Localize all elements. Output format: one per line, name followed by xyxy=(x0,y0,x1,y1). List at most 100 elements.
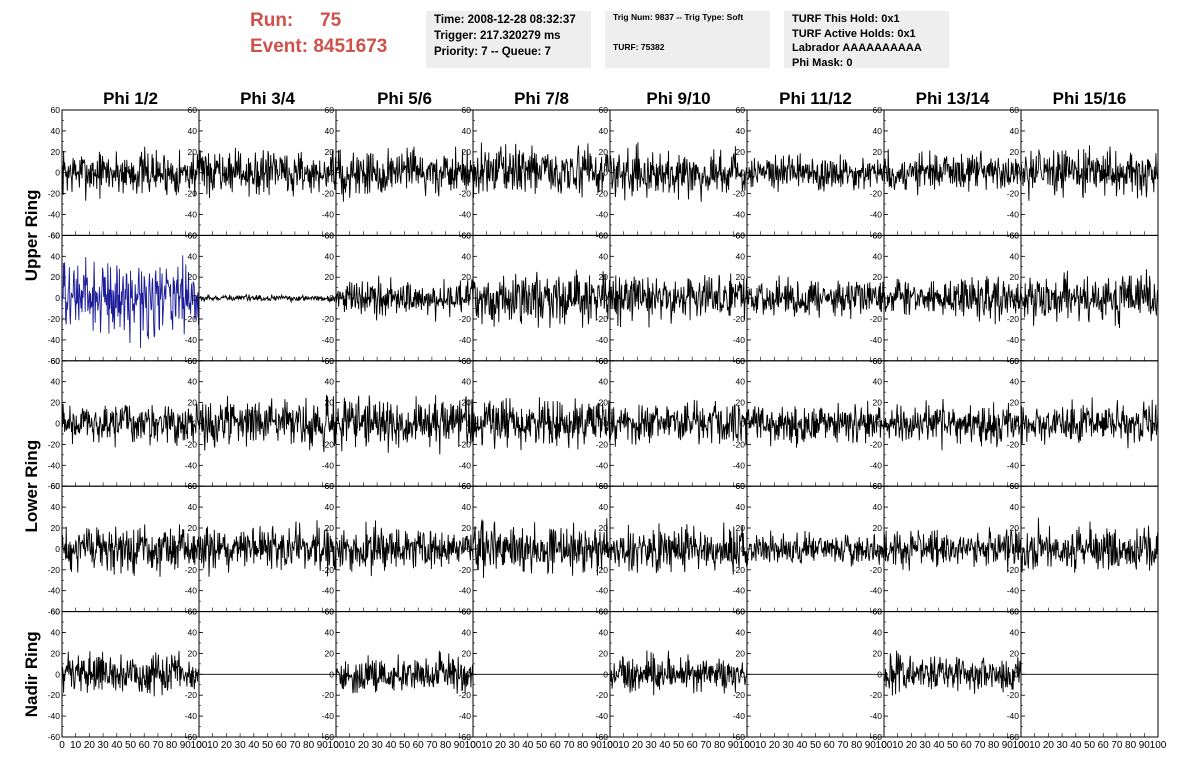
y-tick-label: 0 xyxy=(877,168,882,178)
y-tick-label: 20 xyxy=(51,147,61,157)
y-tick-label: -40 xyxy=(870,335,883,345)
y-tick-label: 20 xyxy=(736,147,746,157)
y-tick-label: 60 xyxy=(325,481,335,491)
y-tick-label: -20 xyxy=(870,314,883,324)
y-tick-label: 60 xyxy=(736,105,746,115)
y-tick-label: 60 xyxy=(873,230,883,240)
y-tick-label: -40 xyxy=(48,460,61,470)
y-tick-label: -20 xyxy=(733,439,746,449)
x-tick-label: 20 xyxy=(221,740,233,751)
x-tick-label: 20 xyxy=(84,740,96,751)
y-tick-label: 40 xyxy=(51,628,61,638)
x-tick-label: 80 xyxy=(303,740,315,751)
time-text: Time: 2008-12-28 08:32:37 xyxy=(434,14,576,26)
y-tick-label: -40 xyxy=(733,460,746,470)
y-tick-label: 40 xyxy=(462,502,472,512)
x-tick-label: 30 xyxy=(235,740,247,751)
y-tick-label: 20 xyxy=(1010,147,1020,157)
y-tick-label: 0 xyxy=(192,669,197,679)
y-tick-label: 60 xyxy=(599,356,609,366)
y-tick-label: 0 xyxy=(740,669,745,679)
y-tick-label: 40 xyxy=(599,628,609,638)
x-tick-label: 10 xyxy=(481,740,493,751)
y-tick-label: -20 xyxy=(1007,690,1020,700)
x-tick-label: 30 xyxy=(920,740,932,751)
x-tick-label: 10 xyxy=(344,740,356,751)
y-tick-label: 60 xyxy=(188,607,198,617)
x-tick-label: 0 xyxy=(470,740,476,751)
y-tick-label: 20 xyxy=(873,523,883,533)
x-tick-label: 70 xyxy=(1111,740,1123,751)
y-tick-label: 0 xyxy=(603,293,608,303)
waveform-trace xyxy=(61,146,200,201)
y-tick-label: -60 xyxy=(459,732,472,742)
turf-active-holds-text: TURF Active Holds: 0x1 xyxy=(792,27,916,40)
x-tick-label: 10 xyxy=(207,740,219,751)
y-tick-label: 20 xyxy=(599,523,609,533)
y-tick-label: 20 xyxy=(736,398,746,408)
y-tick-label: -20 xyxy=(185,690,198,700)
y-tick-label: 20 xyxy=(188,272,198,282)
y-tick-label: -40 xyxy=(459,335,472,345)
y-tick-label: 60 xyxy=(873,105,883,115)
y-tick-label: -40 xyxy=(1007,460,1020,470)
y-tick-label: 20 xyxy=(188,523,198,533)
y-tick-label: -40 xyxy=(459,210,472,220)
waveform-trace xyxy=(1020,397,1159,449)
y-tick-label: 60 xyxy=(51,105,61,115)
waveform-trace xyxy=(746,153,885,192)
waveform-trace xyxy=(335,650,474,694)
y-tick-label: 0 xyxy=(740,168,745,178)
waveform-trace xyxy=(61,403,200,448)
y-tick-label: -40 xyxy=(185,210,198,220)
y-tick-label: -20 xyxy=(1007,565,1020,575)
x-tick-label: 90 xyxy=(454,740,466,751)
y-tick-label: 40 xyxy=(873,251,883,261)
y-tick-label: -40 xyxy=(459,586,472,596)
labrador-text: Labrador AAAAAAAAAA xyxy=(792,42,922,54)
waveform-trace xyxy=(609,522,748,575)
y-tick-label: -20 xyxy=(596,690,609,700)
y-tick-label: -40 xyxy=(733,210,746,220)
y-tick-label: 40 xyxy=(599,502,609,512)
y-tick-label: 40 xyxy=(462,251,472,261)
y-tick-label: 60 xyxy=(736,356,746,366)
x-tick-label: 100 xyxy=(876,740,893,751)
y-tick-label: -20 xyxy=(48,690,61,700)
y-tick-label: -40 xyxy=(596,711,609,721)
y-tick-label: 60 xyxy=(51,230,61,240)
x-tick-label: 10 xyxy=(1029,740,1041,751)
y-tick-label: 20 xyxy=(325,398,335,408)
y-tick-label: -60 xyxy=(185,732,198,742)
y-tick-label: -60 xyxy=(48,732,61,742)
y-tick-label: 0 xyxy=(55,293,60,303)
y-tick-label: 40 xyxy=(873,377,883,387)
y-tick-label: 20 xyxy=(188,648,198,658)
x-tick-label: 70 xyxy=(426,740,438,751)
waveform-trace xyxy=(883,650,1022,696)
x-tick-label: 60 xyxy=(961,740,973,751)
x-tick-label: 80 xyxy=(988,740,1000,751)
y-tick-label: 60 xyxy=(599,105,609,115)
y-tick-label: 60 xyxy=(188,230,198,240)
y-tick-label: -20 xyxy=(48,439,61,449)
x-tick-label: 80 xyxy=(714,740,726,751)
x-tick-label: 60 xyxy=(687,740,699,751)
waveform-trace xyxy=(198,394,337,453)
y-tick-label: 20 xyxy=(462,523,472,533)
y-tick-label: -20 xyxy=(1007,314,1020,324)
y-tick-label: 20 xyxy=(1010,523,1020,533)
x-tick-label: 20 xyxy=(358,740,370,751)
y-tick-label: 60 xyxy=(1010,356,1020,366)
y-tick-label: 40 xyxy=(325,502,335,512)
y-tick-label: -40 xyxy=(185,711,198,721)
y-tick-label: 40 xyxy=(51,502,61,512)
x-tick-label: 50 xyxy=(125,740,137,751)
waveform-trace xyxy=(198,520,337,577)
y-tick-label: 20 xyxy=(1010,398,1020,408)
ring-label: Nadir Ring xyxy=(22,631,41,717)
turf-info-box: TURF This Hold: 0x1 TURF Active Holds: 0… xyxy=(784,11,949,69)
x-tick-label: 100 xyxy=(1013,740,1030,751)
y-tick-label: -40 xyxy=(459,711,472,721)
y-tick-label: -20 xyxy=(185,565,198,575)
